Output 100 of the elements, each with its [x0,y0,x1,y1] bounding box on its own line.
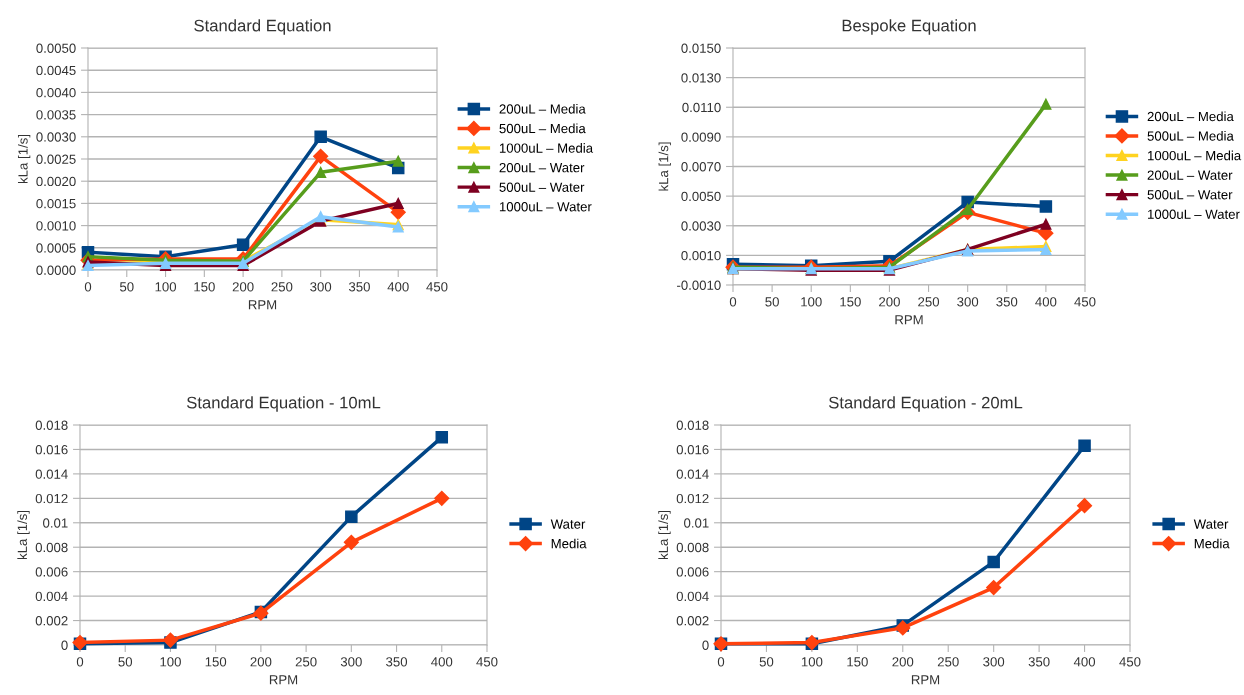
x-tick-label: 100 [160,657,181,667]
y-tick-label: 0.0030 [36,132,76,142]
y-tick-label: 0.0005 [36,243,76,253]
x-tick-label: 400 [387,282,409,292]
y-tick-label: 0.002 [35,616,68,626]
y-tick-label: 0.0150 [681,43,721,53]
x-tick-label: 50 [119,282,134,292]
x-tick-label: 450 [1074,297,1096,307]
legend-label: 1000uL – Media [1148,150,1242,161]
x-tick-label: 50 [765,297,779,307]
y-tick-label: 0.0015 [36,198,76,209]
x-tick-label: 400 [1035,297,1057,307]
y-tick-label: 0 [702,640,709,650]
x-tick-label: 0 [76,657,84,667]
x-tick-label: 50 [759,657,774,667]
y-tick-label: 0.0110 [682,102,721,113]
chart-title: Standard Equation - 20mL [828,396,1023,412]
y-tick-label: 0.0045 [36,65,76,76]
x-tick-label: 250 [295,657,317,667]
y-tick-label: 0.012 [35,493,68,504]
legend-label: 200uL – Media [1147,111,1234,122]
y-tick-label: 0.016 [35,445,68,455]
x-tick-label: 150 [205,657,227,667]
legend-label: 200uL – Water [499,162,585,173]
y-tick-label: 0.0070 [681,162,721,172]
x-axis-title: RPM [248,300,277,310]
y-tick-label: 0.006 [35,567,68,577]
x-axis-title: RPM [895,315,923,325]
x-axis-title: RPM [269,675,298,685]
x-tick-label: 100 [801,297,822,307]
y-tick-label: 0 [61,640,68,650]
y-tick-label: 0.004 [676,591,709,602]
y-tick-label: 0.012 [676,493,709,504]
y-tick-label: 0.0030 [681,221,721,231]
legend-label: 1000uL – Water [499,202,592,212]
y-tick-label: 0.0130 [681,73,721,83]
legend-label: Media [1194,538,1230,549]
y-tick-label: 0.014 [35,469,68,479]
x-tick-label: 350 [1028,657,1050,667]
y-tick-label: 0.018 [35,420,68,430]
y-tick-label: 0.0040 [36,87,76,98]
x-tick-label: 50 [118,657,133,667]
legend-label: 200uL – Media [499,103,586,114]
legend-label: 500uL – Media [1147,131,1234,141]
y-axis-title: kLa [1/s] [658,511,671,560]
x-tick-label: 0 [84,282,92,292]
x-tick-label: 250 [271,282,293,292]
y-tick-label: 0.008 [676,542,709,553]
y-axis-title: kLa [1/s] [658,142,671,191]
x-tick-label: 300 [310,282,332,292]
y-tick-label: 0.0090 [681,132,721,142]
x-tick-label: 100 [155,282,177,292]
y-tick-label: 0.0050 [36,43,76,53]
y-tick-label: -0.0010 [677,280,721,290]
x-tick-label: 200 [232,282,254,292]
y-tick-label: 0.008 [35,542,68,553]
legend-label: 500uL – Media [499,123,586,134]
legend-label: Media [551,538,587,549]
y-tick-label: 0.004 [35,591,68,602]
legend-label: Water [1193,519,1229,529]
x-tick-label: 350 [348,282,370,292]
y-tick-label: 0.01 [684,518,709,528]
x-tick-label: 150 [847,657,868,667]
y-tick-label: 0.01 [43,518,68,528]
y-axis-title: kLa [1/s] [17,511,30,560]
y-tick-label: 0.0010 [681,250,721,261]
x-tick-label: 300 [340,657,362,667]
y-tick-label: 0.018 [676,420,709,430]
x-tick-label: 300 [957,297,979,307]
y-tick-label: 0.0050 [681,191,721,202]
x-axis-title: RPM [911,675,940,685]
y-axis-title: kLa [1/s] [17,135,31,184]
x-tick-label: 150 [840,297,861,307]
legend-label: 200uL – Water [1147,170,1233,180]
y-tick-label: 0.014 [676,469,709,479]
x-tick-label: 200 [250,657,272,667]
x-tick-label: 150 [194,282,215,292]
x-tick-label: 350 [386,657,408,667]
legend-label: 500uL – Water [1147,190,1233,200]
y-tick-label: 0.002 [676,616,709,626]
legend-label: Water [550,519,586,529]
y-tick-label: 0.0010 [36,221,76,231]
chart-title: Standard Equation - 10mL [186,396,381,412]
x-tick-label: 400 [1073,657,1096,667]
x-tick-label: 200 [879,297,900,307]
y-tick-label: 0.006 [676,567,709,577]
legend-label: 1000uL – Media [499,143,594,153]
chart-title: Standard Equation [194,19,331,35]
x-tick-label: 0 [729,297,737,307]
x-tick-label: 300 [983,657,1005,667]
y-tick-label: 0.0025 [36,154,76,164]
x-tick-label: 100 [801,657,823,667]
x-tick-label: 200 [892,657,914,667]
legend-label: 1000uL – Water [1148,209,1240,219]
x-tick-label: 450 [426,282,448,292]
x-tick-label: 400 [431,657,453,667]
y-tick-label: 0.0020 [36,176,76,187]
x-tick-label: 350 [996,297,1018,307]
chart-title: Bespoke Equation [842,19,976,35]
x-tick-label: 450 [1119,657,1141,667]
